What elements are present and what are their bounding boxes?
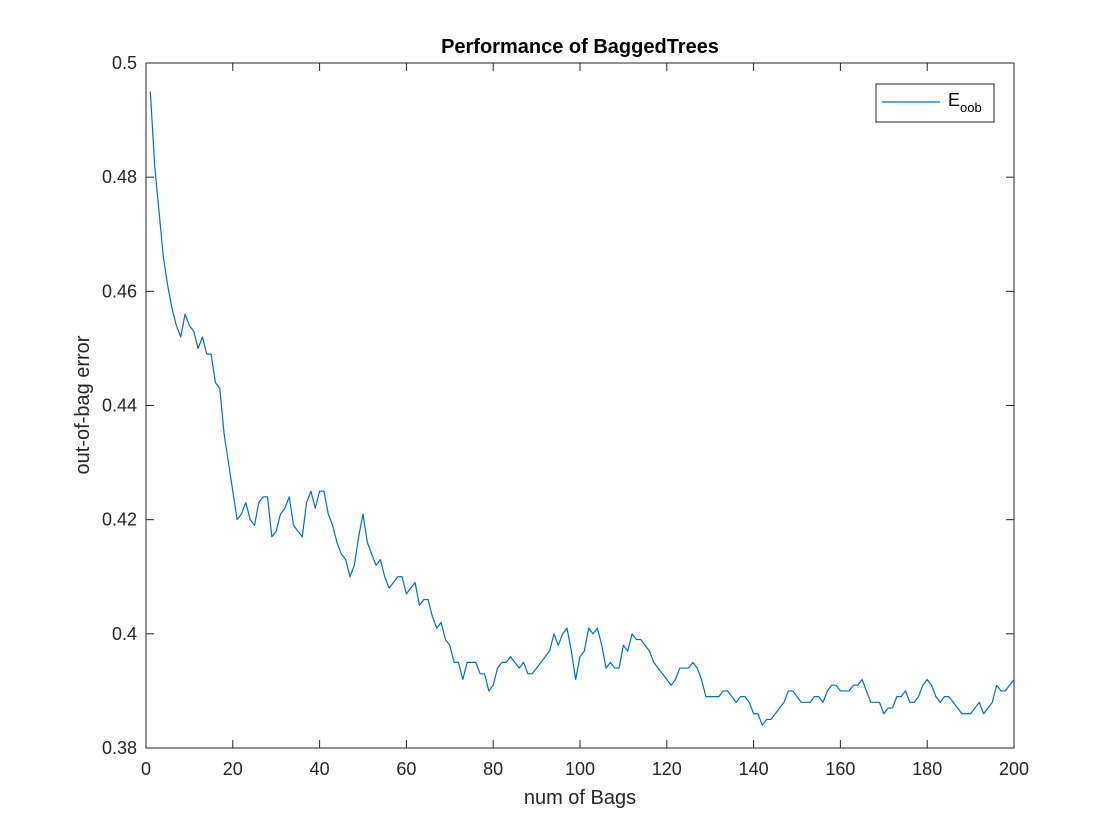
- axes-box: [145, 62, 1015, 749]
- y-axis-title: out-of-bag error: [72, 335, 94, 474]
- x-axis-ticks: 0 20 40 60 80 100 120 140 160 180 200: [141, 63, 1029, 779]
- x-tick-label: 200: [999, 759, 1029, 779]
- x-tick-label: 160: [825, 759, 855, 779]
- y-tick-label: 0.42: [102, 510, 137, 530]
- y-tick-label: 0.46: [102, 281, 137, 301]
- legend: Eoob: [875, 83, 995, 123]
- legend-label: Eoob: [948, 90, 982, 115]
- x-axis-title: num of Bags: [524, 787, 636, 809]
- legend-box: [875, 83, 995, 123]
- x-tick-label: 180: [912, 759, 942, 779]
- x-tick-label: 20: [223, 759, 243, 779]
- x-tick-label: 0: [141, 759, 151, 779]
- y-axis-ticks: 0.38 0.4 0.42 0.44 0.46 0.48 0.5: [102, 53, 1014, 758]
- legend-label-main: E: [948, 90, 960, 110]
- y-tick-label: 0.44: [102, 396, 137, 416]
- x-tick-label: 140: [739, 759, 769, 779]
- y-tick-label: 0.48: [102, 167, 137, 187]
- x-tick-label: 60: [396, 759, 416, 779]
- chart-title: Performance of BaggedTrees: [441, 36, 719, 58]
- plot-area: 0 20 40 60 80 100 120 140 160 180 200 0.380.40.420…: [102, 53, 1029, 779]
- legend-label-sub: oob: [960, 100, 982, 115]
- y-tick-label: 0.38: [102, 738, 137, 758]
- series-line-eoob: [149, 91, 1015, 726]
- y-tick-label: 0.4: [112, 624, 137, 644]
- y-tick-label: 0.5: [112, 53, 137, 73]
- x-tick-label: 100: [565, 759, 595, 779]
- x-tick-label: 80: [483, 759, 503, 779]
- x-tick-label: 40: [310, 759, 330, 779]
- series-layer: [149, 91, 1015, 726]
- x-tick-label: 120: [652, 759, 682, 779]
